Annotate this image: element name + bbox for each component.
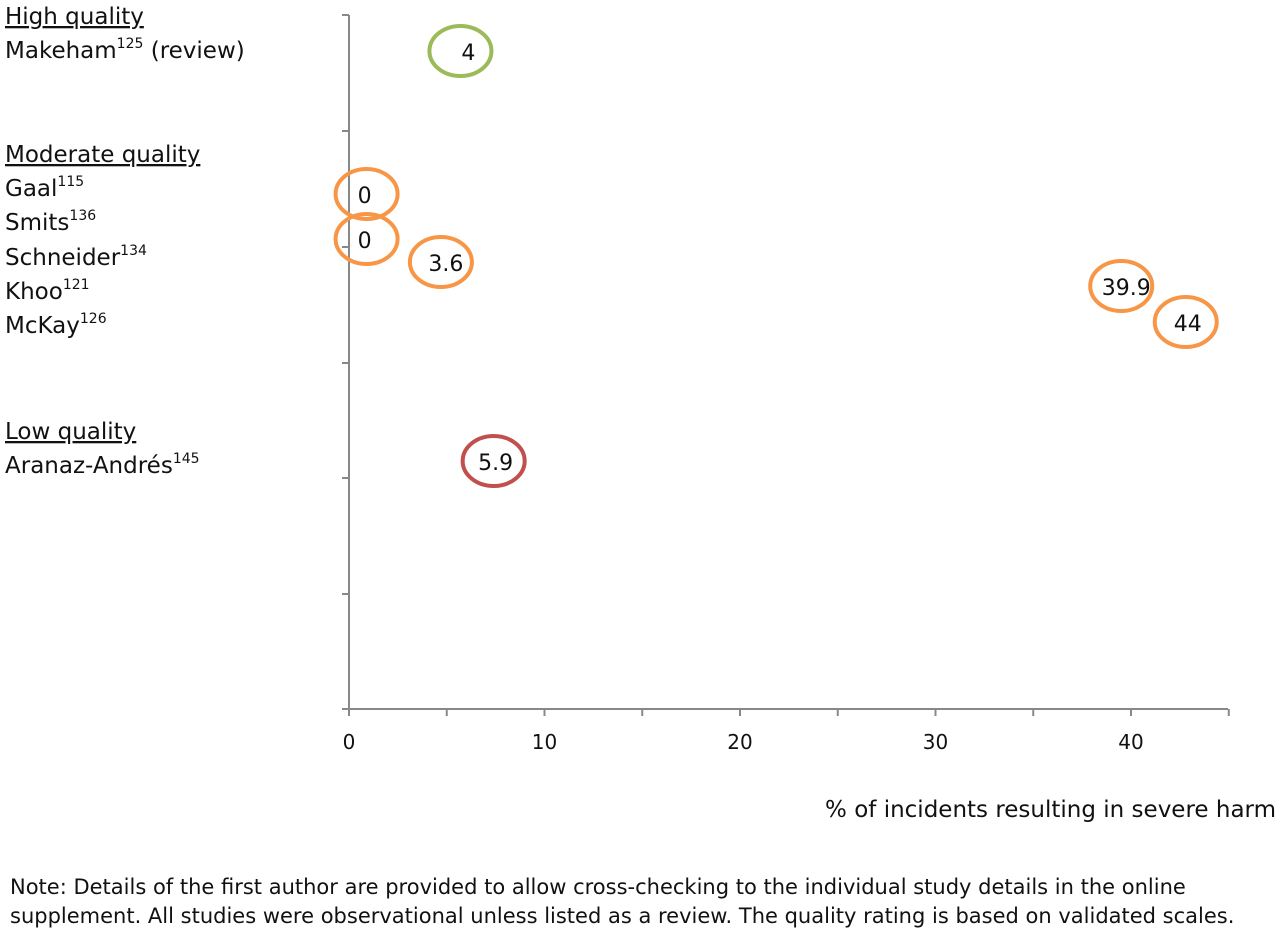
data-point — [333, 212, 400, 266]
footnote: Note: Details of the first author are pr… — [10, 875, 1235, 928]
x-tick-label: 30 — [923, 730, 948, 754]
study-labels: High quality Makeham125 (review) Moderate … — [5, 4, 245, 479]
data-point — [333, 167, 400, 221]
study-label: Aranaz-Andrés145 — [5, 451, 200, 479]
axes: 0 10 20 30 40% of incidents resulting in sev… — [342, 14, 1276, 823]
study-label: Smits136 — [5, 208, 96, 236]
data-point — [407, 235, 474, 289]
data-label: 0 — [358, 184, 372, 209]
data-points: 4 0 0 3.6 39.9 44 5.9 — [333, 24, 1219, 488]
data-label: 44 — [1174, 312, 1202, 337]
x-tick-label: 10 — [532, 730, 557, 754]
scatter-chart: 0 10 20 30 40% of incidents resulting in sev… — [5, 4, 1276, 823]
data-label: 3.6 — [428, 252, 463, 277]
x-tick-label: 0 — [343, 730, 356, 754]
data-point — [1088, 259, 1155, 313]
x-axis-title: % of incidents resulting in severe harm — [825, 797, 1276, 823]
data-label: 5.9 — [478, 451, 513, 476]
data-point — [427, 24, 494, 78]
data-label: 4 — [461, 41, 475, 66]
study-label: Makeham125 (review) — [5, 36, 245, 64]
x-tick-label: 20 — [727, 730, 752, 754]
data-point — [1152, 295, 1219, 349]
data-label: 39.9 — [1102, 276, 1151, 301]
group-heading: High quality — [5, 4, 144, 30]
study-label: Schneider134 — [5, 243, 147, 271]
study-label: Gaal115 — [5, 174, 84, 202]
study-label: McKay126 — [5, 311, 107, 339]
study-label: Khoo121 — [5, 277, 90, 305]
group-heading: Low quality — [5, 419, 136, 445]
data-point — [460, 434, 527, 488]
x-tick-label: 40 — [1118, 730, 1143, 754]
group-heading: Moderate quality — [5, 142, 200, 168]
data-label: 0 — [358, 229, 372, 254]
